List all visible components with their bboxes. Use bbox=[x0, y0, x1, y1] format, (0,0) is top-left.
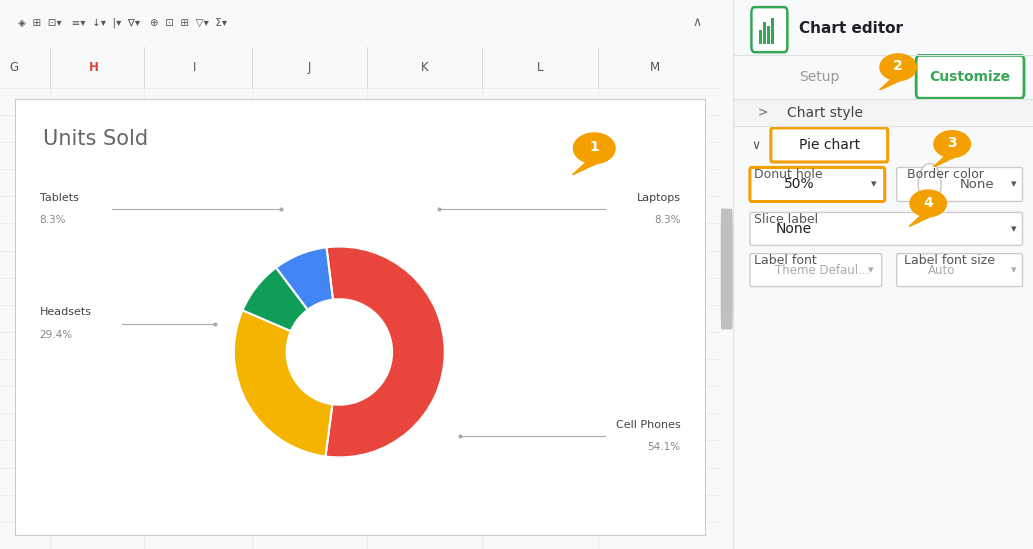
Text: Units Sold: Units Sold bbox=[43, 130, 148, 149]
Polygon shape bbox=[572, 163, 598, 175]
Bar bbox=[771, 18, 774, 44]
Text: K: K bbox=[421, 61, 429, 74]
Text: Border color: Border color bbox=[907, 168, 984, 181]
Wedge shape bbox=[233, 310, 333, 457]
Wedge shape bbox=[276, 247, 333, 310]
Text: J: J bbox=[308, 61, 311, 74]
Polygon shape bbox=[933, 157, 956, 167]
FancyBboxPatch shape bbox=[750, 167, 884, 201]
Text: ∨: ∨ bbox=[751, 139, 760, 152]
Polygon shape bbox=[573, 133, 615, 164]
Wedge shape bbox=[325, 247, 445, 457]
Text: Pie chart: Pie chart bbox=[799, 138, 859, 152]
Text: 8.3%: 8.3% bbox=[654, 215, 681, 225]
Bar bbox=[762, 22, 765, 44]
Text: Laptops: Laptops bbox=[636, 193, 681, 203]
Polygon shape bbox=[879, 80, 902, 91]
FancyBboxPatch shape bbox=[897, 254, 1023, 287]
Bar bbox=[766, 26, 770, 44]
Text: L: L bbox=[537, 61, 543, 74]
Text: Auto: Auto bbox=[928, 264, 956, 277]
FancyBboxPatch shape bbox=[750, 254, 882, 287]
Text: Theme Defaul...: Theme Defaul... bbox=[776, 264, 870, 277]
Text: ▾: ▾ bbox=[1010, 224, 1016, 234]
FancyBboxPatch shape bbox=[771, 128, 887, 162]
Text: ▾: ▾ bbox=[868, 265, 874, 275]
Polygon shape bbox=[910, 190, 946, 217]
Text: 3: 3 bbox=[947, 136, 957, 150]
Text: Slice label: Slice label bbox=[754, 213, 818, 226]
Text: M: M bbox=[650, 61, 660, 74]
Text: 50%: 50% bbox=[784, 177, 815, 192]
FancyBboxPatch shape bbox=[751, 7, 787, 52]
Text: Label font: Label font bbox=[754, 254, 817, 267]
Text: None: None bbox=[776, 222, 812, 236]
Text: Customize: Customize bbox=[930, 70, 1010, 84]
Text: 8.3%: 8.3% bbox=[39, 215, 66, 225]
Text: >: > bbox=[757, 106, 768, 119]
Polygon shape bbox=[880, 54, 916, 81]
FancyBboxPatch shape bbox=[897, 167, 1023, 201]
Text: ▾: ▾ bbox=[1010, 180, 1016, 189]
Bar bbox=[733, 99, 1033, 126]
Circle shape bbox=[918, 164, 941, 205]
Polygon shape bbox=[934, 131, 970, 158]
Text: Cell Phones: Cell Phones bbox=[616, 419, 681, 430]
Wedge shape bbox=[243, 267, 308, 331]
Text: Chart style: Chart style bbox=[787, 105, 864, 120]
Text: I: I bbox=[193, 61, 196, 74]
Text: H: H bbox=[89, 61, 98, 74]
Text: Headsets: Headsets bbox=[39, 307, 92, 317]
Text: 2: 2 bbox=[894, 59, 903, 74]
Text: 1: 1 bbox=[590, 141, 599, 154]
Text: ◈  ⊞  ⊡▾   ≡▾  ↓▾  |▾  ∇▾   ⊕  ⊡  ⊞  ▽▾  Σ▾: ◈ ⊞ ⊡▾ ≡▾ ↓▾ |▾ ∇▾ ⊕ ⊡ ⊞ ▽▾ Σ▾ bbox=[18, 17, 227, 27]
Bar bbox=[759, 30, 762, 44]
FancyBboxPatch shape bbox=[750, 212, 1023, 245]
FancyBboxPatch shape bbox=[721, 209, 732, 329]
Polygon shape bbox=[909, 216, 932, 227]
Text: Donut hole: Donut hole bbox=[754, 168, 823, 181]
Text: Chart editor: Chart editor bbox=[800, 21, 903, 36]
Text: Label font size: Label font size bbox=[904, 254, 995, 267]
FancyBboxPatch shape bbox=[916, 55, 1024, 98]
Text: 29.4%: 29.4% bbox=[39, 330, 72, 340]
Text: Tablets: Tablets bbox=[39, 193, 79, 203]
Text: ▾: ▾ bbox=[1010, 265, 1016, 275]
Text: 4: 4 bbox=[924, 195, 933, 210]
Text: 54.1%: 54.1% bbox=[648, 442, 681, 452]
Text: ▾: ▾ bbox=[871, 180, 877, 189]
Text: Setup: Setup bbox=[800, 70, 840, 84]
Text: None: None bbox=[960, 178, 994, 191]
Text: ∧: ∧ bbox=[693, 16, 702, 29]
Text: G: G bbox=[10, 61, 19, 74]
